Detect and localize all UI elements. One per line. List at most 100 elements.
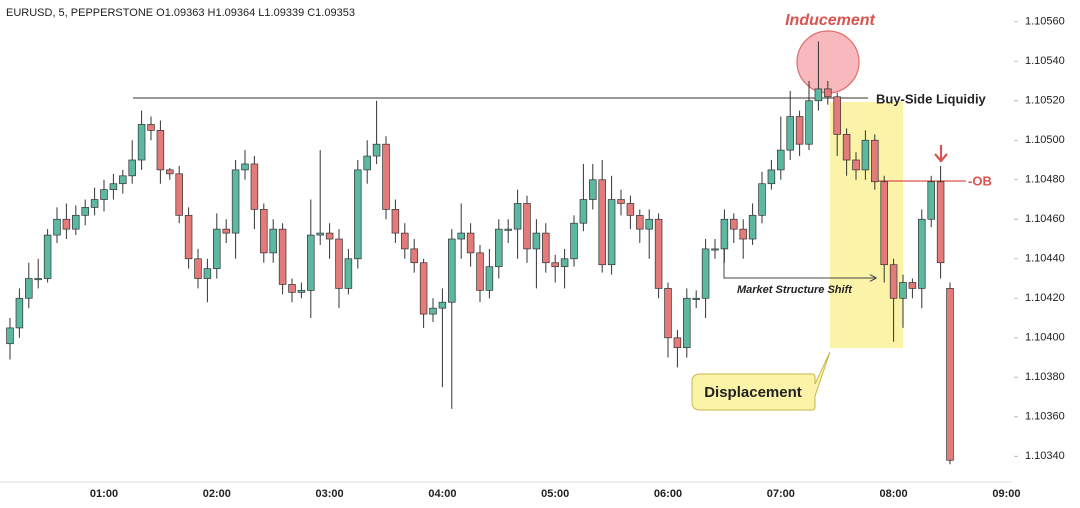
candle-body (354, 169, 362, 260)
candle-body (645, 218, 653, 230)
candle-body (946, 288, 954, 461)
candle-body (842, 133, 851, 161)
candle-body (297, 290, 306, 293)
candle-body (119, 175, 127, 185)
candle-body (335, 238, 343, 289)
candle-body (833, 96, 841, 135)
candle-body (495, 228, 503, 268)
displacement-callout (691, 351, 831, 411)
candle-body (344, 258, 353, 289)
candle-body (72, 214, 80, 230)
candle-body (673, 337, 682, 349)
chart-title: EURUSD, 5, PEPPERSTONE O1.09363 H1.09364… (6, 7, 355, 19)
candle-body (777, 149, 785, 171)
candle-body (551, 262, 559, 268)
candle-body (25, 278, 33, 299)
candle-body (466, 232, 475, 254)
candle-body (156, 130, 165, 171)
candle-body (175, 173, 183, 216)
candle-body (203, 268, 212, 279)
candle-body (448, 238, 456, 303)
candle-body (908, 282, 917, 289)
candle-body (410, 248, 418, 264)
ob-arrow (934, 145, 948, 163)
y-tick-label: 1.10400 (1025, 332, 1065, 344)
candle-body (100, 189, 108, 200)
candle-body (194, 258, 202, 279)
candle-body (504, 228, 512, 231)
candle-body (325, 232, 334, 240)
y-tick-label: 1.10520 (1025, 95, 1065, 107)
candle-body (880, 181, 888, 266)
candle-body (260, 209, 268, 254)
candle-body (278, 228, 287, 285)
x-tick-label: 09:00 (992, 488, 1020, 500)
candle-body (438, 301, 447, 309)
y-tick-label: 1.10500 (1025, 134, 1065, 146)
candle-body (899, 282, 907, 299)
x-tick-label: 06:00 (654, 488, 682, 500)
candle-body (250, 163, 259, 210)
candle-body (570, 222, 578, 260)
x-tick-label: 04:00 (428, 488, 456, 500)
candle-body (871, 139, 879, 183)
candle-body (936, 181, 945, 264)
candle-body (81, 207, 89, 216)
candle-body (6, 327, 14, 345)
inducement-label: Inducement (785, 12, 875, 29)
x-tick-label: 02:00 (203, 488, 231, 500)
candle-body (485, 266, 494, 291)
candle-body (43, 234, 52, 279)
candle-body (795, 116, 804, 145)
candle-body (513, 203, 522, 230)
x-tick-label: 03:00 (316, 488, 344, 500)
y-tick-label: 1.10480 (1025, 174, 1065, 186)
candle-body (457, 232, 465, 240)
candle-body (636, 214, 644, 230)
candle-body (711, 248, 719, 251)
candle-body (542, 232, 550, 264)
y-tick-label: 1.10340 (1025, 450, 1065, 462)
mss-arrow (723, 248, 876, 278)
x-tick-label: 01:00 (90, 488, 118, 500)
candle-body (805, 100, 813, 145)
candle-body (532, 232, 541, 250)
candle-body (861, 139, 870, 171)
candle-body (598, 179, 606, 266)
candle-body (767, 169, 776, 185)
displacement-label: Displacement (704, 384, 802, 401)
candle-body (391, 209, 400, 234)
liquidity-label: Buy-Side Liquidiy (876, 91, 987, 106)
annotation-overlay: EURUSD, 5, PEPPERSTONE O1.09363 H1.09364… (0, 7, 1012, 483)
candle-body (184, 214, 193, 260)
candle-body (401, 232, 409, 250)
candle-body (664, 288, 672, 339)
y-tick-label: 1.10360 (1025, 411, 1065, 423)
candle-body (730, 218, 738, 230)
candle-body (626, 203, 635, 216)
x-tick-label: 08:00 (880, 488, 908, 500)
candle-body (701, 248, 710, 299)
candle-body (824, 88, 832, 98)
candle-body (90, 199, 99, 208)
candle-body (222, 228, 230, 234)
candle-body (307, 234, 315, 291)
candle-body (372, 143, 381, 157)
candle-body (786, 116, 794, 151)
candle-body (476, 252, 484, 291)
candle-body (814, 88, 823, 102)
candle-body (560, 258, 569, 268)
candle-body (419, 262, 428, 315)
y-tick-label: 1.10460 (1025, 213, 1065, 225)
candle-body (15, 297, 24, 329)
candle-body (692, 297, 700, 300)
candle-body (34, 278, 42, 281)
candle-body (137, 124, 146, 161)
candle-body (316, 232, 324, 236)
candle-body (739, 228, 747, 240)
candle-body (382, 143, 390, 210)
candle-body (231, 169, 240, 234)
candle-body (109, 183, 118, 190)
candle-body (288, 284, 296, 293)
ob-label: -OB (968, 173, 992, 188)
